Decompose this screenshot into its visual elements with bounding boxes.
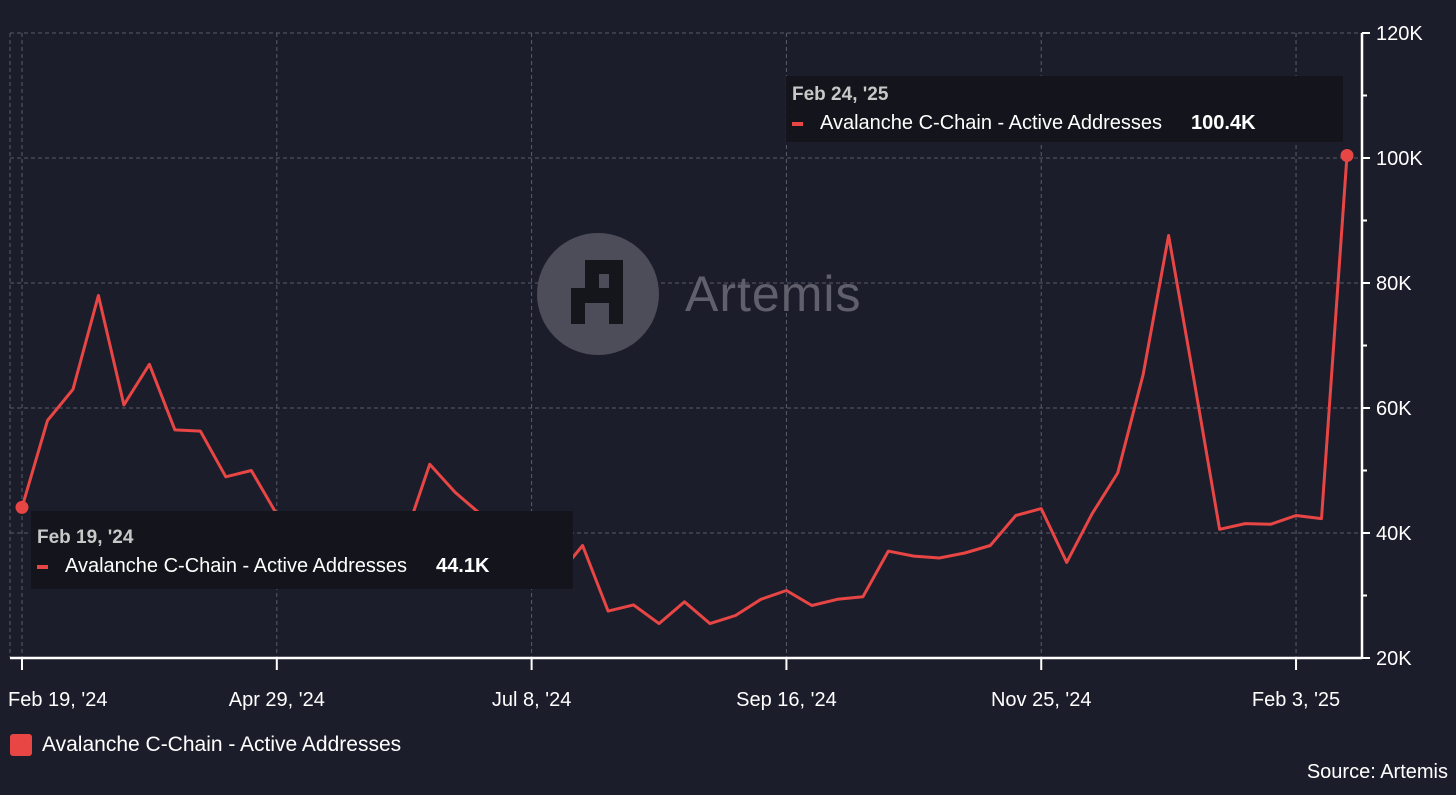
tooltip-first: Feb 19, '24 Avalanche C-Chain - Active A… xyxy=(31,511,573,589)
artemis-watermark: Artemis xyxy=(537,233,861,355)
x-tick-label: Jul 8, '24 xyxy=(492,689,571,711)
x-tick-label: Apr 29, '24 xyxy=(229,689,325,711)
y-tick-label: 80K xyxy=(1376,273,1412,295)
data-point-last xyxy=(1340,149,1354,162)
tooltip-value: 44.1K xyxy=(436,555,490,577)
x-tick-label: Feb 3, '25 xyxy=(1252,689,1340,711)
y-tick-label: 20K xyxy=(1376,648,1412,670)
y-tick-label: 120K xyxy=(1376,23,1423,45)
tooltip-value: 100.4K xyxy=(1191,112,1256,134)
artemis-logo-icon xyxy=(537,233,659,355)
series-line xyxy=(20,155,1349,626)
series-dash-icon xyxy=(792,121,803,126)
legend-label: Avalanche C-Chain - Active Addresses xyxy=(42,733,402,756)
data-point-first xyxy=(15,500,29,514)
x-tick-label: Feb 19, '24 xyxy=(8,689,107,711)
tooltip-latest: Feb 24, '25 Avalanche C-Chain - Active A… xyxy=(786,76,1343,142)
x-tick-label: Nov 25, '24 xyxy=(991,689,1092,711)
tooltip-date: Feb 19, '24 xyxy=(37,527,134,548)
tooltip-label: Avalanche C-Chain - Active Addresses xyxy=(820,112,1163,134)
tooltip-label: Avalanche C-Chain - Active Addresses xyxy=(65,555,408,577)
legend-swatch xyxy=(10,734,32,756)
legend[interactable]: Avalanche C-Chain - Active Addresses xyxy=(10,733,401,757)
y-tick-label: 60K xyxy=(1376,398,1412,420)
y-tick-label: 40K xyxy=(1376,523,1412,545)
y-tick-label: 100K xyxy=(1376,148,1423,170)
tooltip-date: Feb 24, '25 xyxy=(792,84,889,105)
watermark-text: Artemis xyxy=(685,266,862,322)
x-tick-label: Sep 16, '24 xyxy=(736,689,837,711)
series-dash-icon xyxy=(37,564,48,569)
source-note: Source: Artemis xyxy=(1306,761,1448,783)
